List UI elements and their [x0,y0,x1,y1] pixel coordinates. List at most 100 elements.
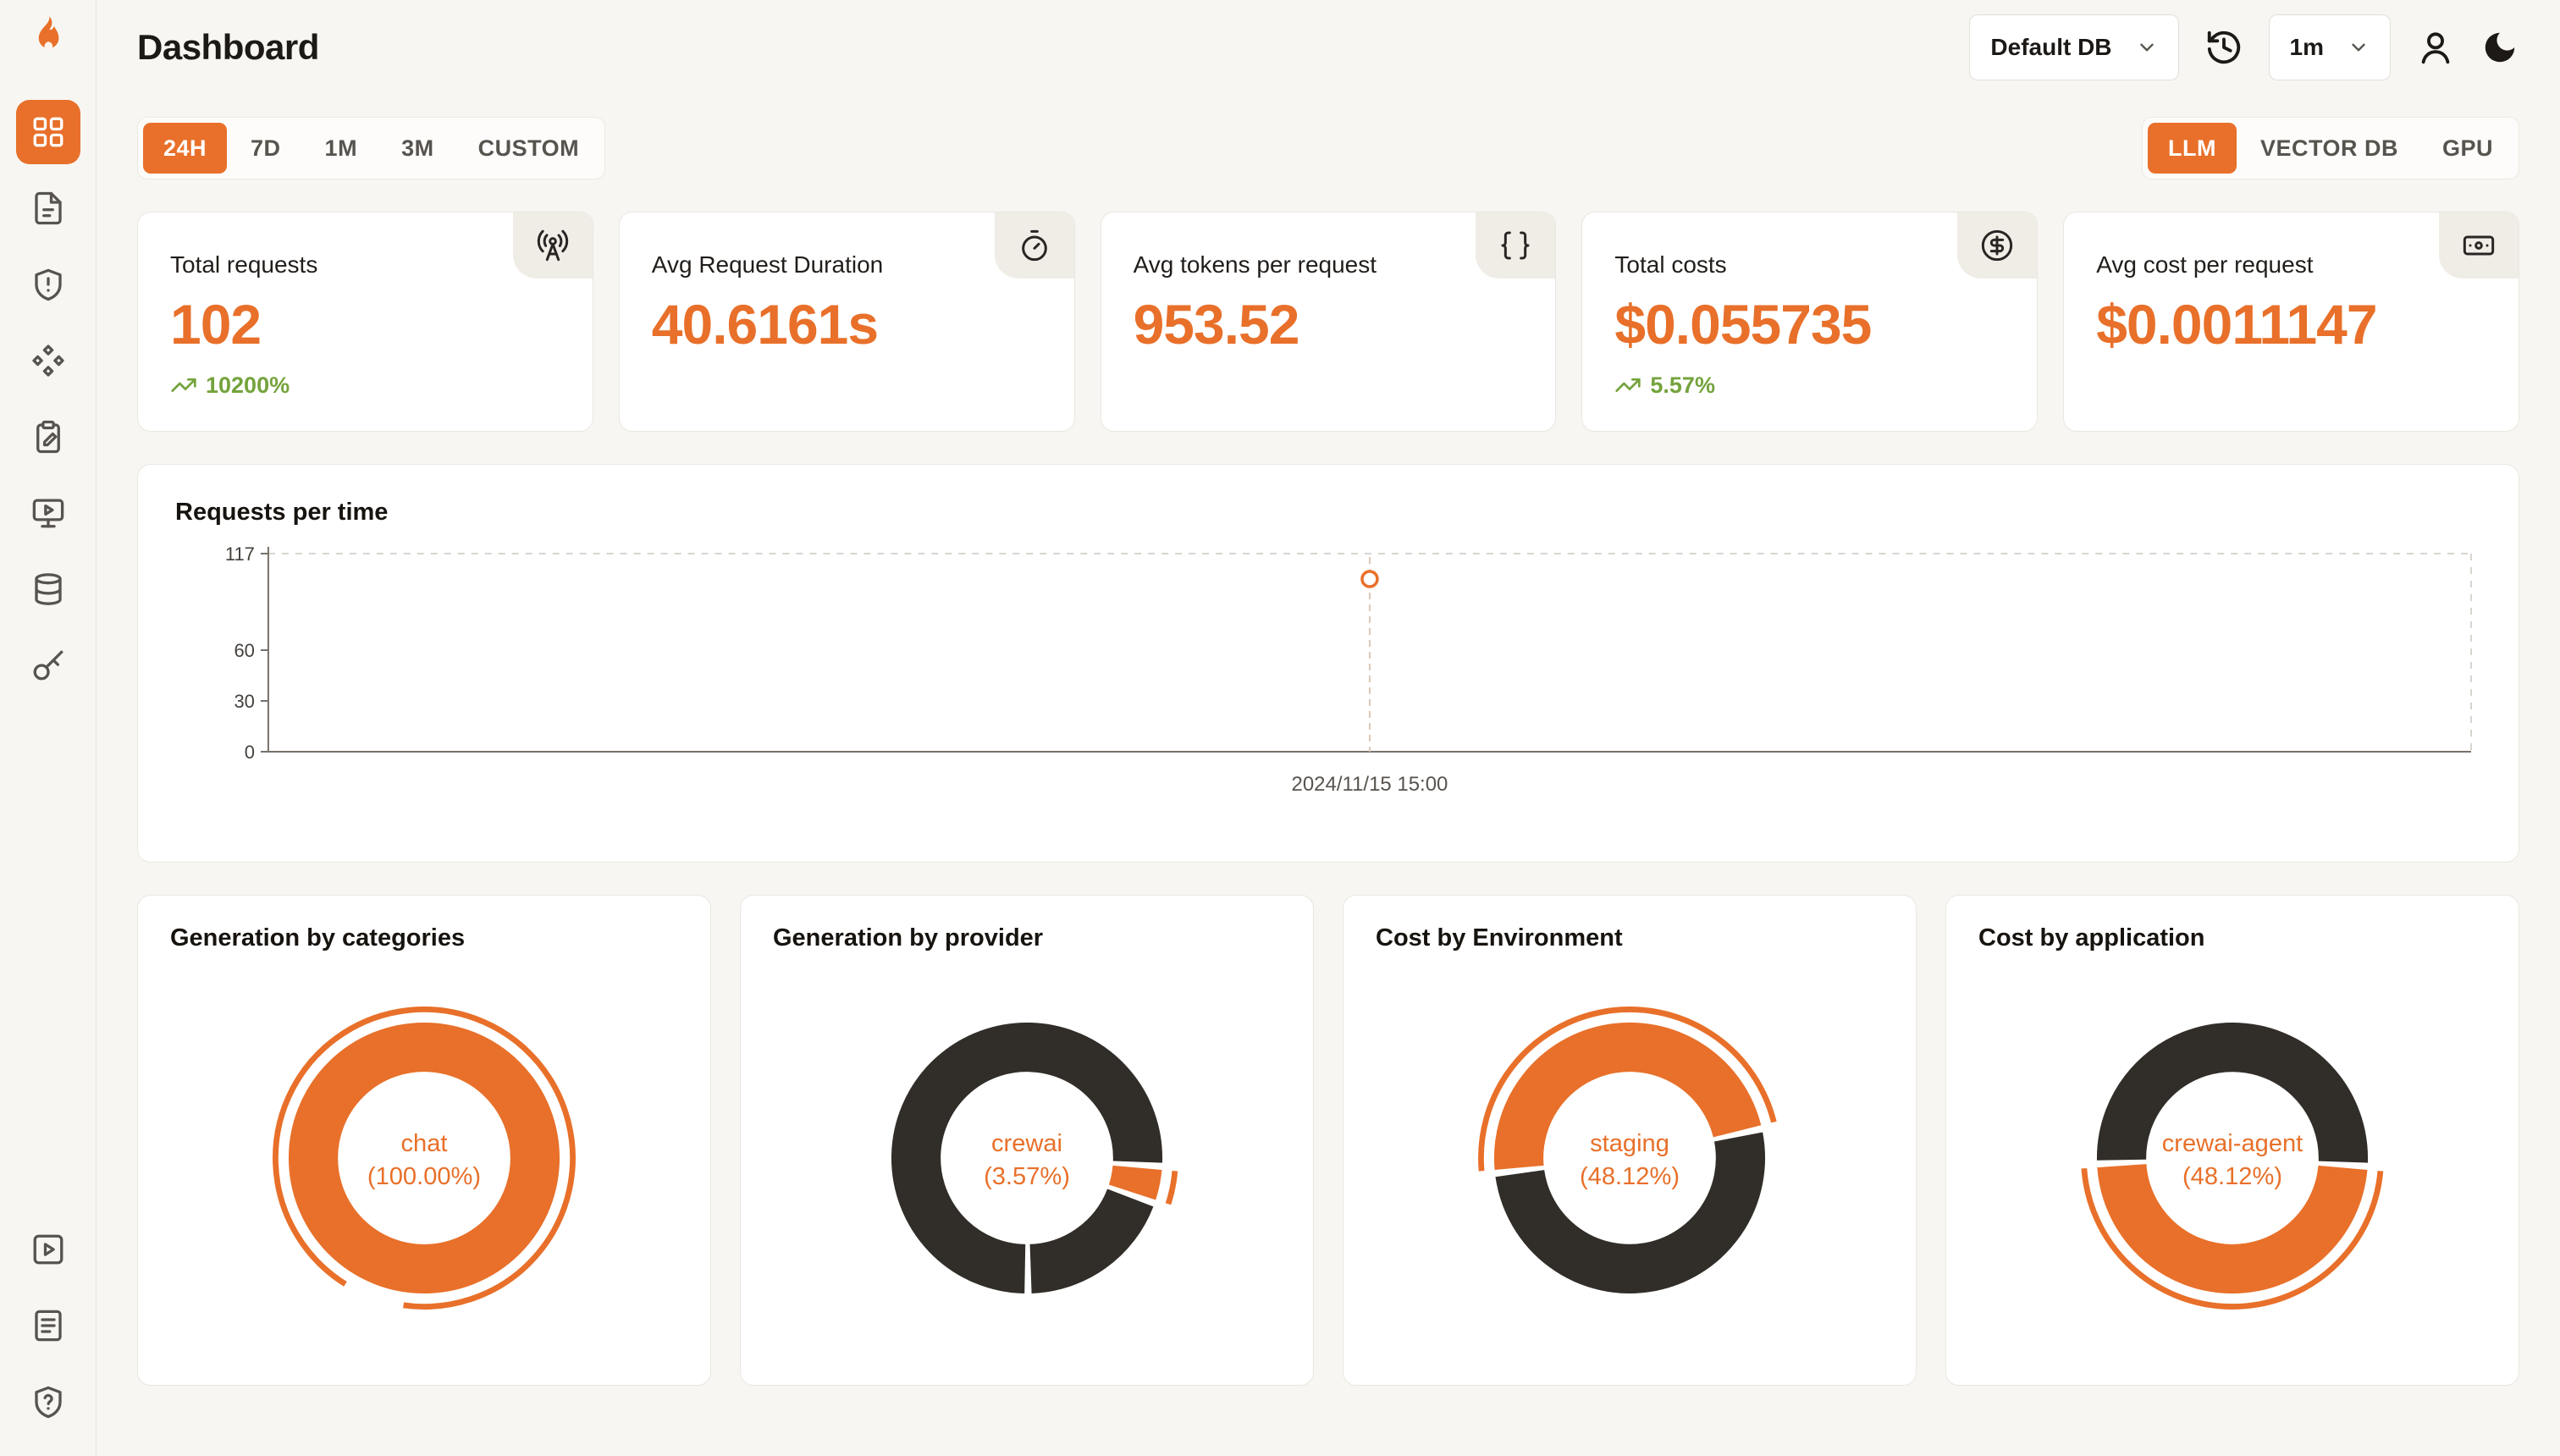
tab-llm[interactable]: LLM [2147,123,2237,174]
trending-up-icon [171,378,196,392]
tab-custom[interactable]: CUSTOM [458,123,600,174]
requests-per-time-card: Requests per time 0 30 60 117 2024/11/15 15:… [137,464,2519,863]
main-content: Dashboard Default DB 1m 24H 7D [97,0,2560,1456]
refresh-interval-select[interactable]: 1m [2268,14,2391,80]
trending-up-icon [1615,378,1641,392]
dark-mode-toggle[interactable] [2480,28,2519,67]
app-logo-flame-icon[interactable] [25,14,71,59]
stat-value: 102 [170,293,262,356]
svg-text:2024/11/15 15:00: 2024/11/15 15:00 [1292,773,1448,796]
database-icon [34,573,62,605]
chart-title: Requests per time [175,499,389,526]
svg-text:0: 0 [245,742,255,763]
moon-icon [2485,32,2515,63]
scope-tabs: LLM VECTOR DB GPU [2141,117,2519,179]
filter-tabs-row: 24H 7D 1M 3M CUSTOM LLM VECTOR DB GPU [137,117,2519,179]
tab-3m[interactable]: 3M [381,123,455,174]
refresh-history-button[interactable] [2204,28,2243,67]
page-title: Dashboard [137,27,319,67]
donut-chart-provider[interactable]: crewai (3.57%) [863,994,1191,1322]
braces-icon [1501,231,1530,260]
stat-card-avg-cost: Avg cost per request $0.0011147 [2063,212,2519,432]
tab-7d[interactable]: 7D [230,123,301,174]
donut-chart-categories[interactable]: chat (100.00%) [260,994,588,1322]
circle-dollar-icon [1982,229,2013,262]
chevron-down-icon [2139,43,2154,52]
donut-chart-environment[interactable]: staging (48.12%) [1465,994,1794,1322]
sidebar-item-traces[interactable] [16,328,80,393]
shield-question-icon [34,1386,62,1419]
svg-text:117: 117 [225,543,255,565]
stat-label: Avg cost per request [2096,251,2314,278]
tab-vector-db[interactable]: VECTOR DB [2240,123,2419,174]
sidebar-item-evaluations[interactable] [16,405,80,469]
sidebar-item-api-keys[interactable] [16,633,80,698]
database-select[interactable]: Default DB [1969,14,2179,80]
stat-value: $0.055735 [1614,293,1872,356]
svg-text:chat: chat [401,1130,448,1157]
user-profile-button[interactable] [2416,28,2455,67]
stat-label: Avg Request Duration [651,251,884,278]
stat-card-avg-duration: Avg Request Duration 40.6161s [618,212,1075,432]
stat-delta: 5.57% [1614,372,2005,399]
pie-card-cost-application: Cost by application crewai-agent (48.12%) [1945,895,2519,1386]
svg-text:(48.12%): (48.12%) [2182,1163,2282,1190]
sidebar-item-databases[interactable] [16,557,80,621]
svg-text:staging: staging [1590,1130,1669,1157]
header-controls: Default DB 1m [1969,14,2519,80]
tab-gpu[interactable]: GPU [2422,123,2513,174]
donut-chart-application[interactable]: crewai-agent (48.12%) [2068,994,2397,1322]
sidebar-item-requests[interactable] [16,176,80,240]
document-lines-icon [34,1310,62,1342]
svg-text:60: 60 [234,640,254,661]
clipboard-pen-icon [36,420,60,454]
tab-24h[interactable]: 24H [143,123,228,174]
sidebar-nav [15,100,80,698]
svg-text:30: 30 [234,691,254,712]
stat-card-avg-tokens: Avg tokens per request 953.52 [1100,212,1557,432]
pie-title: Generation by provider [773,924,1044,951]
sidebar-item-docs[interactable] [16,1293,80,1358]
sidebar-item-support[interactable] [16,1370,80,1434]
radio-tower-icon [537,229,568,262]
pie-card-generation-categories: Generation by categories chat (100.00%) [137,895,711,1386]
requests-chart[interactable]: 0 30 60 117 2024/11/15 15:00 [175,540,2481,828]
database-select-value: Default DB [1990,34,2112,60]
stat-value: $0.0011147 [2096,293,2377,356]
dashboard-grid-icon [33,117,63,147]
sidebar-item-exceptions[interactable] [16,252,80,317]
tab-1m[interactable]: 1M [305,123,378,174]
pie-title: Generation by categories [170,924,466,951]
play-square-icon [33,1234,63,1265]
sidebar-item-playground[interactable] [16,481,80,545]
file-icon [34,191,62,225]
stat-label: Total costs [1614,251,1727,278]
stat-label: Total requests [170,251,318,278]
key-icon [33,650,63,681]
pie-card-generation-provider: Generation by provider crewai (3.57%) [740,895,1314,1386]
pie-title: Cost by Environment [1376,924,1623,951]
timer-icon [1021,229,1047,262]
svg-text:(100.00%): (100.00%) [367,1163,481,1190]
stat-value: 953.52 [1133,293,1300,356]
sidebar-item-getting-started[interactable] [16,1217,80,1282]
monitor-play-icon [32,499,63,528]
pie-card-cost-environment: Cost by Environment staging (48.12%) [1343,895,1917,1386]
refresh-interval-value: 1m [2289,34,2324,60]
stat-delta: 10200% [170,372,560,399]
trace-nodes-icon [31,345,64,377]
pie-title: Cost by application [1978,924,2205,951]
stat-value: 40.6161s [651,293,879,356]
svg-text:(48.12%): (48.12%) [1580,1163,1680,1190]
sidebar-item-dashboard[interactable] [15,100,80,164]
svg-text:crewai-agent: crewai-agent [2162,1130,2303,1157]
history-icon [2207,30,2240,64]
chevron-down-icon [2352,43,2365,52]
stats-row: Total requests 102 10200% Avg Request Du… [137,212,2519,432]
sidebar [0,0,97,1456]
pie-charts-row: Generation by categories chat (100.00%) G… [137,895,2519,1386]
stat-label: Avg tokens per request [1133,251,1377,278]
top-bar: Dashboard Default DB 1m [137,0,2519,95]
svg-text:(3.57%): (3.57%) [984,1163,1070,1190]
svg-text:crewai: crewai [991,1130,1062,1157]
